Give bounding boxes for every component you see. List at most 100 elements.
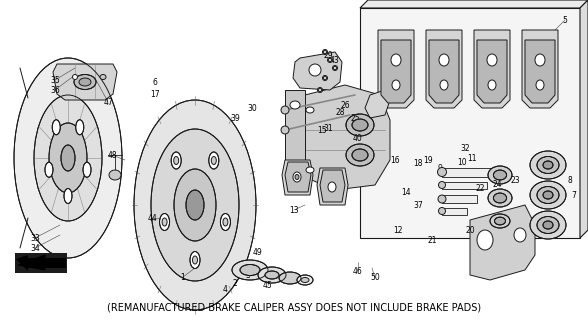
Ellipse shape	[536, 80, 544, 90]
Bar	[442, 208, 467, 215]
Ellipse shape	[211, 156, 216, 164]
Ellipse shape	[530, 211, 566, 239]
Ellipse shape	[392, 80, 400, 90]
Text: 22: 22	[475, 183, 485, 193]
Ellipse shape	[323, 51, 326, 53]
Ellipse shape	[391, 54, 401, 66]
Ellipse shape	[488, 189, 512, 207]
Text: 45: 45	[263, 281, 273, 290]
Ellipse shape	[61, 145, 75, 171]
Text: 48: 48	[107, 150, 117, 159]
Polygon shape	[522, 30, 558, 108]
Text: 42: 42	[540, 164, 550, 172]
Ellipse shape	[293, 172, 301, 182]
Text: 16: 16	[390, 156, 400, 164]
Ellipse shape	[159, 213, 169, 230]
Ellipse shape	[72, 75, 78, 79]
Ellipse shape	[76, 120, 83, 135]
Ellipse shape	[333, 67, 336, 69]
Text: 19: 19	[423, 156, 433, 164]
Text: 21: 21	[427, 236, 437, 244]
Ellipse shape	[281, 126, 289, 134]
Ellipse shape	[437, 167, 446, 177]
Text: 15: 15	[317, 125, 327, 134]
Ellipse shape	[83, 162, 91, 177]
Ellipse shape	[530, 181, 566, 209]
Polygon shape	[293, 52, 342, 90]
Text: 9: 9	[437, 164, 442, 172]
Ellipse shape	[306, 107, 314, 113]
Ellipse shape	[79, 78, 91, 86]
Polygon shape	[282, 160, 313, 195]
Ellipse shape	[493, 170, 507, 180]
Ellipse shape	[223, 218, 228, 226]
Ellipse shape	[530, 151, 566, 179]
Ellipse shape	[319, 89, 322, 92]
Bar	[442, 182, 487, 189]
Text: 3: 3	[246, 270, 250, 279]
Ellipse shape	[543, 221, 553, 229]
Ellipse shape	[301, 277, 309, 283]
Ellipse shape	[543, 191, 553, 199]
Text: 28: 28	[335, 108, 345, 116]
Polygon shape	[18, 255, 58, 270]
Bar	[442, 195, 477, 203]
Bar	[15, 253, 67, 273]
Text: 34: 34	[30, 244, 40, 252]
Text: 20: 20	[465, 226, 475, 235]
Text: 30: 30	[247, 103, 257, 113]
Polygon shape	[317, 168, 348, 205]
Ellipse shape	[543, 161, 553, 169]
Ellipse shape	[192, 256, 198, 264]
Ellipse shape	[265, 271, 279, 279]
Text: 32: 32	[460, 143, 470, 153]
Text: 36: 36	[50, 85, 60, 94]
Text: 17: 17	[150, 90, 160, 99]
Ellipse shape	[134, 100, 256, 310]
Ellipse shape	[323, 76, 326, 79]
Text: 10: 10	[457, 157, 467, 166]
Ellipse shape	[487, 54, 497, 66]
Ellipse shape	[162, 218, 167, 226]
Ellipse shape	[64, 188, 72, 204]
Ellipse shape	[328, 182, 336, 192]
Ellipse shape	[495, 217, 506, 225]
Text: 40: 40	[353, 133, 363, 142]
Ellipse shape	[297, 275, 313, 285]
Ellipse shape	[151, 129, 239, 281]
Text: 23: 23	[510, 175, 520, 185]
Text: 7: 7	[572, 190, 576, 199]
Text: 11: 11	[467, 154, 477, 163]
Text: FR.: FR.	[35, 259, 49, 268]
Ellipse shape	[439, 207, 446, 214]
Polygon shape	[285, 162, 311, 192]
Ellipse shape	[186, 190, 204, 220]
Text: 18: 18	[413, 158, 423, 167]
Text: 25: 25	[350, 114, 360, 123]
Polygon shape	[320, 170, 345, 202]
Text: 50: 50	[370, 274, 380, 283]
Text: 35: 35	[50, 76, 60, 84]
Polygon shape	[290, 85, 390, 190]
Ellipse shape	[332, 66, 338, 70]
Ellipse shape	[477, 230, 493, 250]
Ellipse shape	[295, 174, 299, 180]
Ellipse shape	[279, 272, 301, 284]
Ellipse shape	[290, 101, 300, 109]
Ellipse shape	[240, 265, 260, 276]
Polygon shape	[365, 90, 390, 118]
Ellipse shape	[488, 166, 512, 184]
Text: 41: 41	[353, 124, 363, 132]
Text: 31: 31	[323, 124, 333, 132]
Text: 43: 43	[330, 55, 340, 65]
Bar	[442, 168, 497, 177]
Polygon shape	[470, 205, 535, 280]
Text: 8: 8	[567, 175, 572, 185]
Ellipse shape	[514, 228, 526, 242]
Ellipse shape	[190, 252, 200, 268]
Ellipse shape	[173, 156, 179, 164]
Ellipse shape	[14, 58, 122, 258]
Ellipse shape	[232, 260, 268, 280]
Text: 47: 47	[103, 98, 113, 107]
Polygon shape	[580, 0, 588, 238]
